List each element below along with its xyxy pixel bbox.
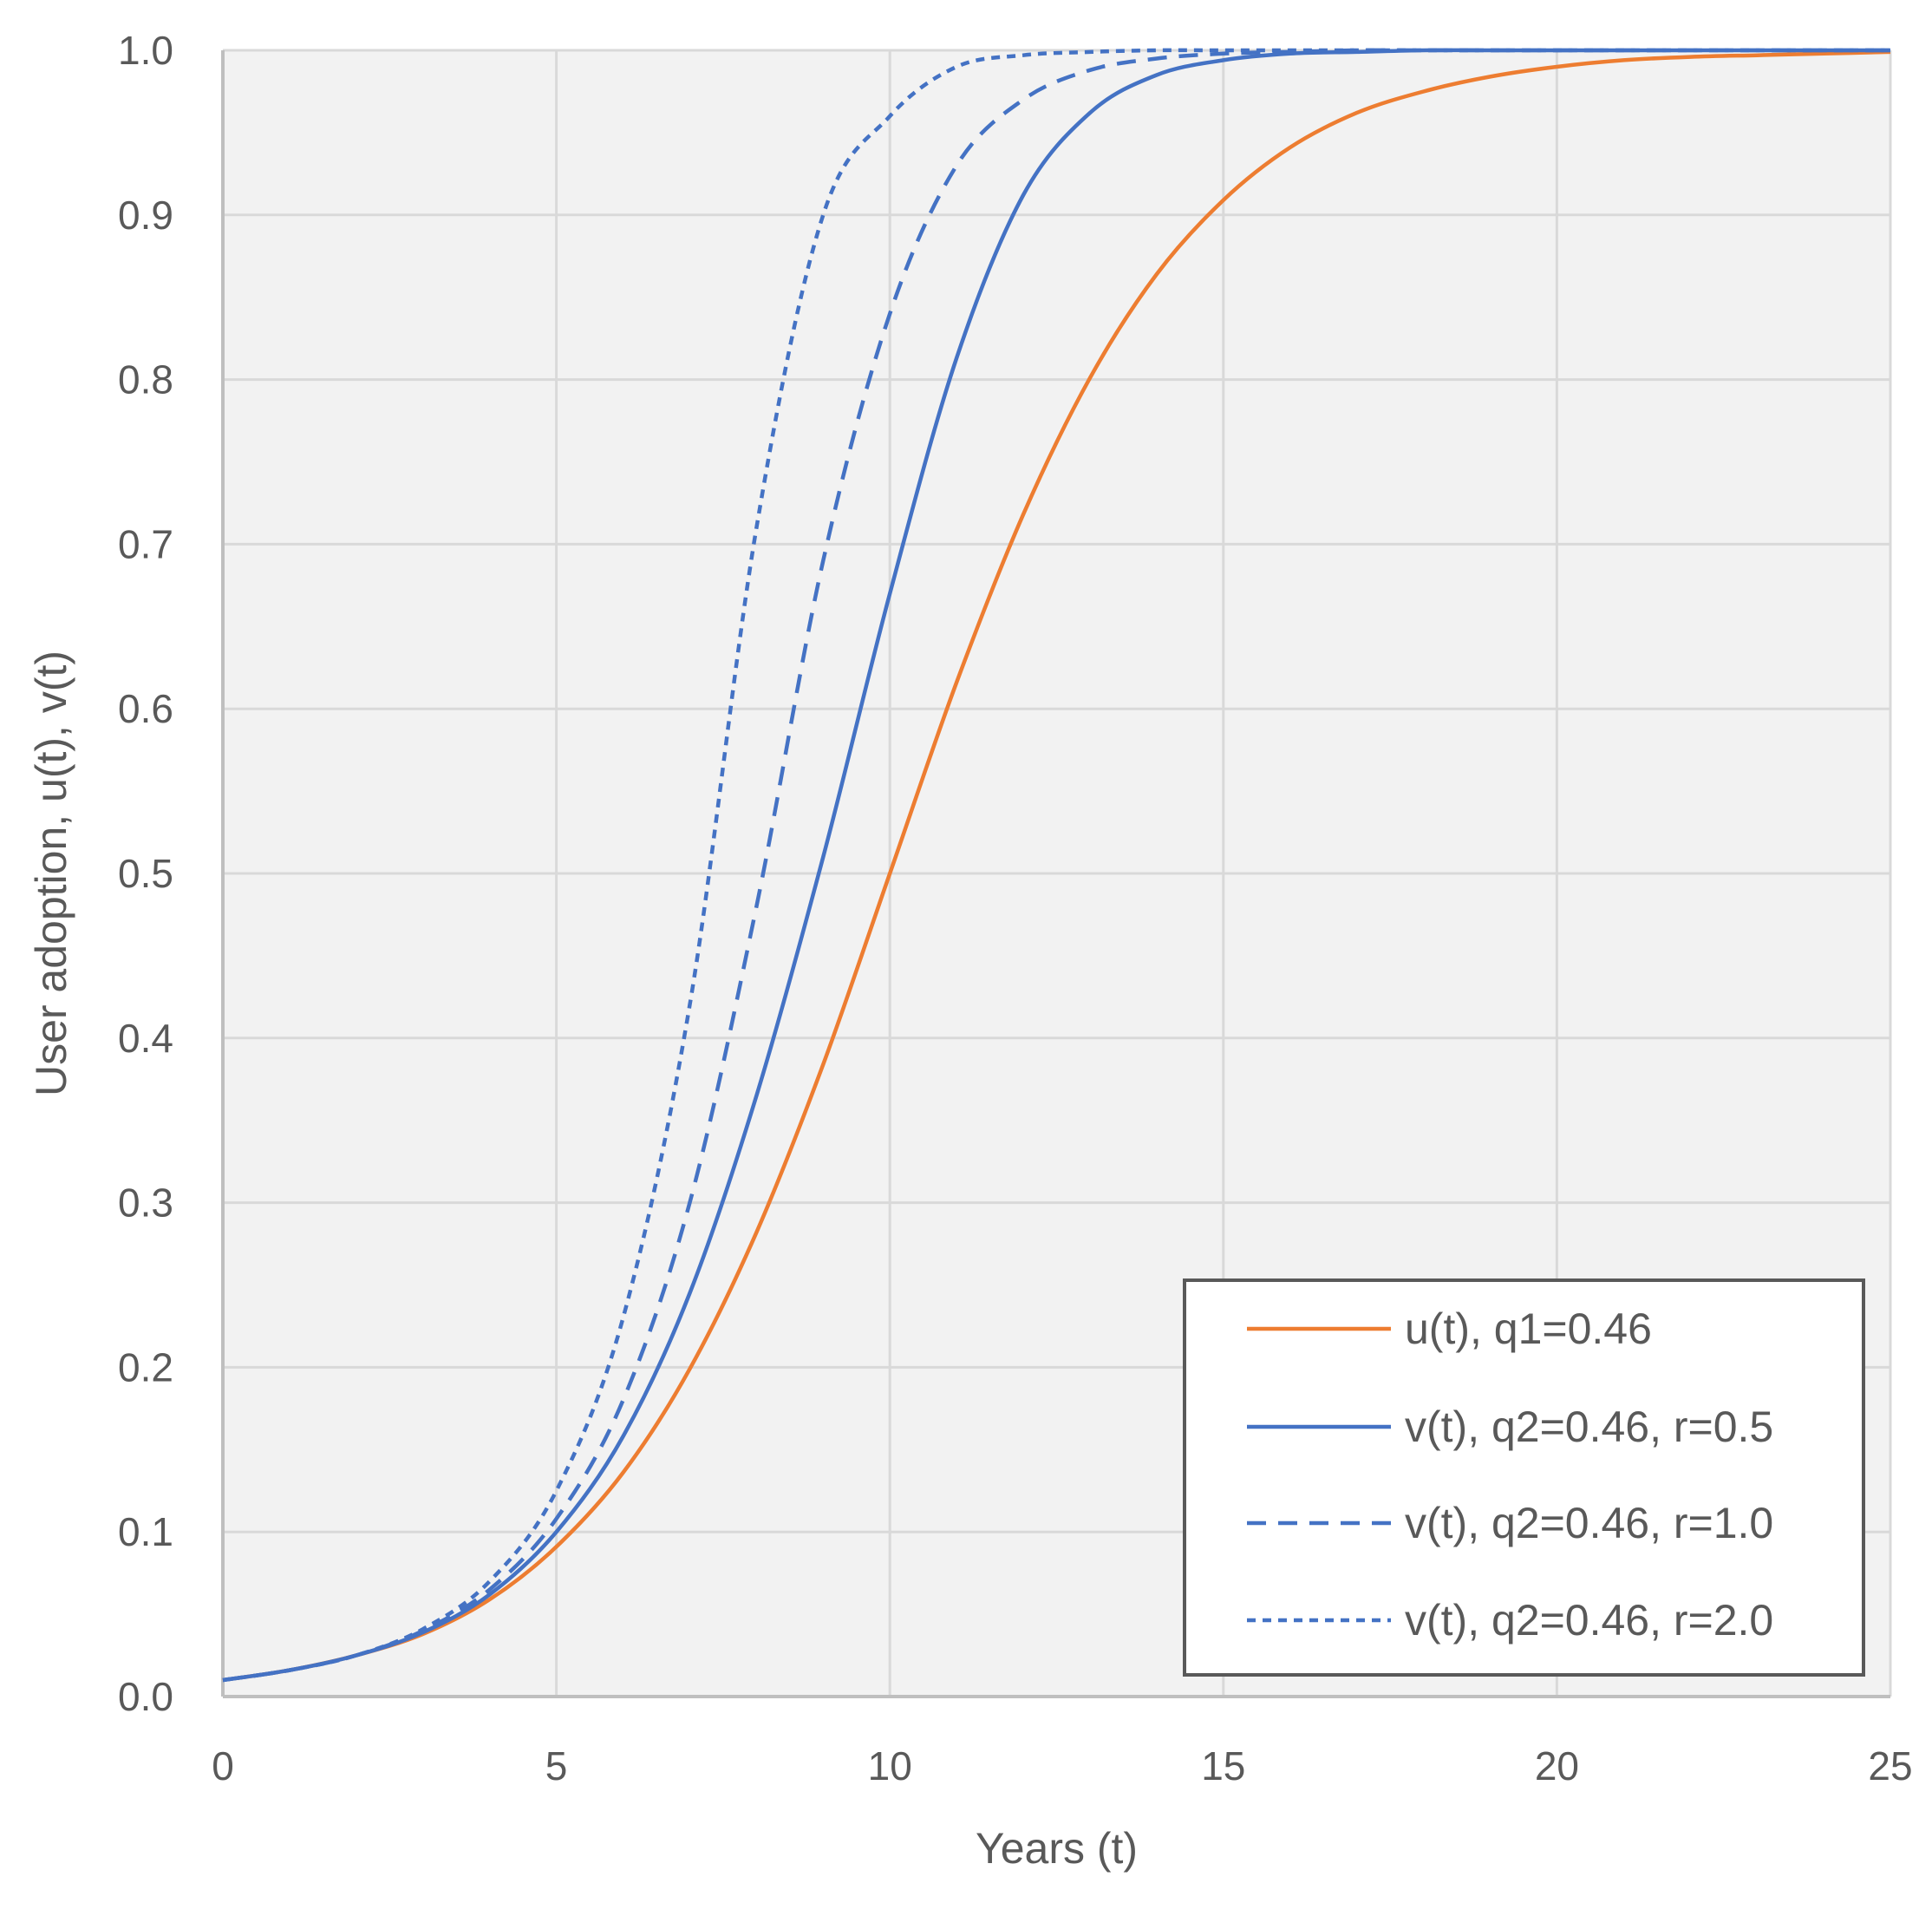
- y-tick-label: 0.3: [118, 1180, 173, 1226]
- x-tick-label: 5: [545, 1743, 568, 1788]
- series-line-1: [222, 49, 1891, 1683]
- y-tick-label: 0.2: [118, 1344, 173, 1390]
- y-tick-label: 0.9: [118, 193, 173, 238]
- legend-label-1: u(t), q1=0.46: [1405, 1305, 1652, 1353]
- y-tick-label: 0.5: [118, 851, 173, 896]
- x-tick-label: 10: [868, 1743, 912, 1788]
- legend-label-2: v(t), q2=0.46, r=0.5: [1405, 1403, 1773, 1451]
- legend: u(t), q1=0.46 v(t), q2=0.46, r=0.5 v(t), q…: [1183, 1278, 1865, 1677]
- legend-label-4: v(t), q2=0.46, r=2.0: [1405, 1596, 1773, 1645]
- series-layer: [222, 48, 1891, 1683]
- x-tick-label: 25: [1868, 1743, 1912, 1788]
- y-tick-label: 0.7: [118, 521, 173, 566]
- y-tick-label: 0.6: [118, 686, 173, 731]
- y-tick-label: 1.0: [118, 28, 173, 73]
- y-tick-label: 0.8: [118, 357, 173, 402]
- y-axis-title: User adoption, u(t), v(t): [27, 651, 75, 1096]
- legend-box: [1183, 1278, 1865, 1677]
- x-tick-label: 20: [1535, 1743, 1579, 1788]
- x-tick-label: 15: [1201, 1743, 1245, 1788]
- x-axis-title: Years (t): [976, 1824, 1138, 1873]
- y-tick-label: 0.1: [118, 1509, 173, 1554]
- series-line-4: [222, 48, 1890, 1683]
- x-tick-label: 0: [212, 1743, 234, 1788]
- legend-label-3: v(t), q2=0.46, r=1.0: [1405, 1499, 1773, 1547]
- x-axis: 0 5 10 15 20 25: [212, 1695, 1913, 1788]
- y-tick-label: 0.0: [118, 1674, 173, 1719]
- y-tick-label: 0.4: [118, 1016, 173, 1061]
- y-axis: 0.0 0.1 0.2 0.3 0.4 0.5 0.6 0.7 0.8 0.9 1.0: [118, 28, 225, 1719]
